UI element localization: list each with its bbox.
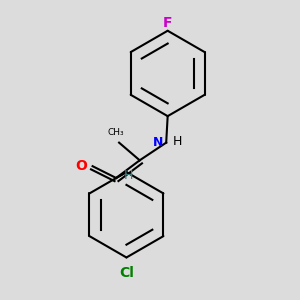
Text: N: N	[153, 136, 163, 149]
Text: O: O	[75, 159, 87, 173]
Text: H: H	[124, 169, 133, 182]
Text: F: F	[163, 16, 172, 30]
Text: H: H	[173, 135, 182, 148]
Text: CH₃: CH₃	[108, 128, 124, 137]
Text: Cl: Cl	[119, 266, 134, 280]
